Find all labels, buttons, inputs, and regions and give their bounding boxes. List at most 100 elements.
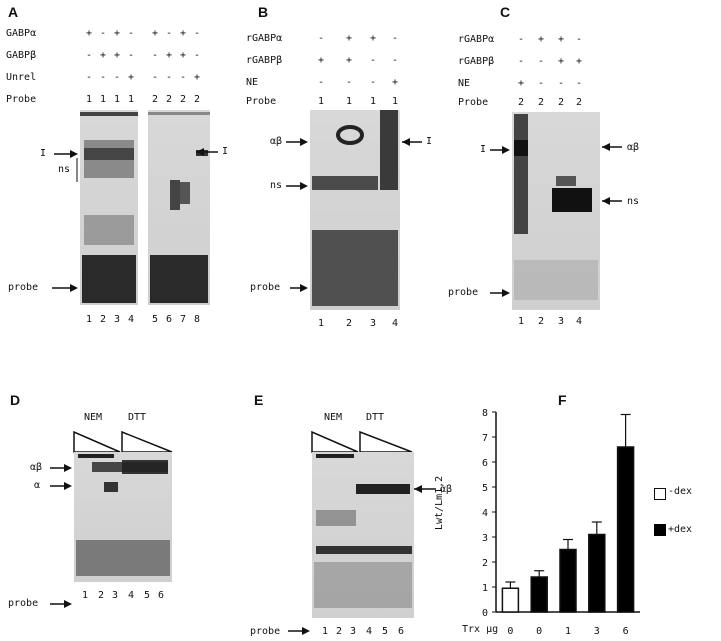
panel-b-letter: B bbox=[258, 4, 269, 20]
marker-i-left: I bbox=[480, 144, 487, 155]
condition-sign: - bbox=[538, 56, 545, 67]
lane-number: 3 bbox=[350, 626, 357, 637]
lane-number: 5 bbox=[152, 314, 159, 325]
panel-f-letter: F bbox=[558, 392, 567, 408]
condition-sign: - bbox=[180, 72, 187, 83]
condition-sign: - bbox=[318, 77, 325, 88]
panel-c-letter: C bbox=[500, 4, 511, 20]
condition-sign: 1 bbox=[86, 94, 93, 105]
header-dtt: DTT bbox=[366, 412, 385, 423]
condition-sign: - bbox=[518, 56, 525, 67]
condition-sign: - bbox=[558, 78, 565, 89]
condition-sign: - bbox=[152, 72, 159, 83]
condition-sign: - bbox=[152, 50, 159, 61]
marker-ns: ns bbox=[270, 180, 283, 191]
condition-sign: - bbox=[166, 28, 173, 39]
condition-sign: - bbox=[576, 34, 583, 45]
y-tick-label: 5 bbox=[482, 483, 488, 494]
bar-plus-dex bbox=[616, 446, 635, 613]
row-label: Probe bbox=[458, 97, 489, 108]
x-tick-label: 0 bbox=[536, 626, 542, 637]
row-label: Unrel bbox=[6, 72, 37, 83]
marker-ab: αβ bbox=[440, 484, 453, 495]
lane-number: 3 bbox=[558, 316, 565, 327]
lane-number: 1 bbox=[82, 590, 89, 601]
condition-sign: - bbox=[392, 55, 399, 66]
legend-swatch-minus-dex bbox=[654, 488, 666, 500]
panel-a-letter: A bbox=[8, 4, 19, 20]
row-label: rGABPα bbox=[458, 34, 495, 45]
lane-number: 4 bbox=[366, 626, 373, 637]
condition-sign: + bbox=[538, 34, 545, 45]
lane-number: 5 bbox=[144, 590, 151, 601]
condition-sign: - bbox=[100, 28, 107, 39]
marker-probe: probe bbox=[250, 626, 281, 637]
row-label: rGABPβ bbox=[246, 55, 283, 66]
header-nem: NEM bbox=[324, 412, 343, 423]
lane-number: 8 bbox=[194, 314, 201, 325]
condition-sign: - bbox=[128, 28, 135, 39]
condition-sign: + bbox=[180, 28, 187, 39]
marker-probe: probe bbox=[8, 598, 39, 609]
condition-sign: 2 bbox=[558, 97, 565, 108]
condition-sign: 1 bbox=[392, 96, 399, 107]
lane-number: 5 bbox=[382, 626, 389, 637]
lane-number: 1 bbox=[86, 314, 93, 325]
x-tick-label: 0 bbox=[507, 626, 513, 637]
condition-sign: 2 bbox=[166, 94, 173, 105]
condition-sign: + bbox=[392, 77, 399, 88]
x-tick-label: 3 bbox=[594, 626, 600, 637]
lane-number: 4 bbox=[128, 314, 135, 325]
row-label: Probe bbox=[6, 94, 37, 105]
condition-sign: + bbox=[346, 55, 353, 66]
condition-sign: + bbox=[194, 72, 201, 83]
lane-number: 4 bbox=[128, 590, 135, 601]
condition-sign: - bbox=[194, 50, 201, 61]
marker-ns: ns bbox=[627, 196, 640, 207]
condition-sign: 1 bbox=[100, 94, 107, 105]
condition-sign: - bbox=[538, 78, 545, 89]
lane-number: 2 bbox=[100, 314, 107, 325]
row-label: GABPβ bbox=[6, 50, 37, 61]
panel-e-letter: E bbox=[254, 392, 264, 408]
condition-sign: - bbox=[346, 77, 353, 88]
marker-probe: probe bbox=[8, 282, 39, 293]
bar-minus-dex bbox=[501, 587, 520, 613]
condition-sign: + bbox=[166, 50, 173, 61]
x-tick-label: 1 bbox=[565, 626, 571, 637]
condition-sign: 1 bbox=[346, 96, 353, 107]
condition-sign: 1 bbox=[114, 94, 121, 105]
lane-number: 2 bbox=[346, 318, 353, 329]
marker-i-right: I bbox=[222, 146, 229, 157]
lane-number: 1 bbox=[518, 316, 525, 327]
lane-number: 6 bbox=[398, 626, 405, 637]
panel-d-letter: D bbox=[10, 392, 21, 408]
row-label: Probe bbox=[246, 96, 277, 107]
lane-number: 2 bbox=[538, 316, 545, 327]
marker-probe: probe bbox=[448, 287, 479, 298]
y-tick-label: 3 bbox=[482, 533, 488, 544]
y-tick-label: 8 bbox=[482, 408, 488, 419]
row-label: GABPα bbox=[6, 28, 37, 39]
x-axis-label: Trx μg bbox=[462, 624, 499, 635]
condition-sign: + bbox=[370, 33, 377, 44]
condition-sign: - bbox=[166, 72, 173, 83]
condition-sign: + bbox=[180, 50, 187, 61]
condition-sign: + bbox=[86, 28, 93, 39]
legend-label-plus-dex: +dex bbox=[668, 524, 693, 535]
condition-sign: 1 bbox=[128, 94, 135, 105]
condition-sign: - bbox=[128, 50, 135, 61]
legend-swatch-plus-dex bbox=[654, 524, 666, 536]
condition-sign: 1 bbox=[318, 96, 325, 107]
condition-sign: 2 bbox=[538, 97, 545, 108]
lane-number: 1 bbox=[318, 318, 325, 329]
marker-i-right: I bbox=[426, 136, 433, 147]
y-tick-label: 1 bbox=[482, 583, 488, 594]
lane-number: 4 bbox=[576, 316, 583, 327]
condition-sign: + bbox=[152, 28, 159, 39]
condition-sign: + bbox=[114, 28, 121, 39]
